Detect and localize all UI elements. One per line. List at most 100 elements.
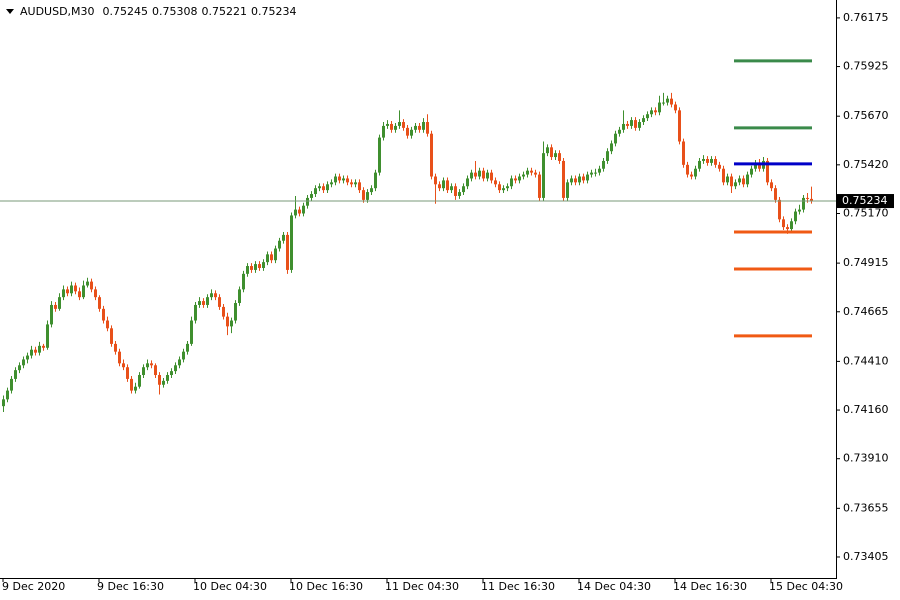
candle-body — [674, 104, 677, 111]
y-tick-label: 0.76175 — [843, 11, 889, 24]
symbol: AUDUSD,M30 — [20, 5, 95, 18]
candle-body — [102, 308, 105, 321]
candle-body — [182, 351, 185, 360]
candle-body — [542, 153, 545, 198]
candle-body — [566, 182, 569, 198]
candle-body — [750, 168, 753, 175]
header-icon[interactable] — [6, 9, 14, 14]
high: 0.75308 — [152, 5, 198, 18]
candle-body — [802, 197, 805, 210]
candle-body — [786, 227, 789, 230]
candle-body — [502, 188, 505, 191]
y-tick-label: 0.73405 — [843, 550, 889, 563]
candle-body — [334, 176, 337, 183]
candle-body — [174, 365, 177, 372]
x-tick-label: 11 Dec 04:30 — [385, 580, 459, 593]
y-tick-label: 0.75925 — [843, 60, 889, 73]
x-tick-label: 15 Dec 04:30 — [769, 580, 843, 593]
candle-body — [110, 328, 113, 344]
candle-body — [258, 264, 261, 268]
candle-body — [794, 211, 797, 222]
candle-body — [54, 304, 57, 309]
candle-body — [710, 158, 713, 163]
candle-body — [654, 110, 657, 113]
candle-body — [74, 285, 77, 292]
candle-body — [630, 120, 633, 126]
candle-body — [254, 264, 257, 270]
candle-body — [782, 219, 785, 228]
candle-body — [306, 197, 309, 206]
candle-body — [282, 234, 285, 241]
candle-body — [434, 176, 437, 185]
candle-body — [450, 186, 453, 191]
candle-body — [14, 370, 17, 379]
candle-body — [10, 378, 13, 391]
candle-body — [86, 281, 89, 286]
candle-body — [410, 129, 413, 136]
candle-body — [166, 375, 169, 381]
candle-body — [722, 168, 725, 183]
candle-body — [534, 172, 537, 175]
candle-body — [678, 110, 681, 142]
candle-body — [562, 160, 565, 198]
candles — [2, 92, 813, 412]
candle-body — [746, 174, 749, 185]
candle-body — [350, 182, 353, 185]
candle-body — [694, 168, 697, 177]
candle-body — [2, 399, 5, 407]
candle-body — [82, 285, 85, 298]
y-tick-label: 0.75670 — [843, 109, 889, 122]
candle-body — [70, 285, 73, 294]
candle-body — [774, 188, 777, 200]
y-tick-label: 0.75170 — [843, 206, 889, 219]
candle-body — [738, 178, 741, 183]
candle-body — [798, 209, 801, 212]
candle-body — [806, 197, 809, 199]
candle-body — [810, 198, 813, 202]
candle-body — [582, 176, 585, 181]
price-label: 0.75234 — [842, 194, 888, 207]
candle-body — [134, 386, 137, 391]
candle-body — [210, 293, 213, 298]
candle-body — [18, 365, 21, 371]
candle-body — [386, 123, 389, 126]
candle-body — [198, 301, 201, 305]
candle-body — [94, 289, 97, 298]
price-label-box — [836, 194, 894, 209]
candle-body — [314, 188, 317, 195]
candle-body — [330, 182, 333, 185]
candle-body — [146, 363, 149, 368]
candle-body — [698, 160, 701, 169]
candle-body — [190, 320, 193, 344]
candle-body — [430, 133, 433, 177]
candle-body — [322, 186, 325, 191]
candle-body — [90, 281, 93, 290]
candle-body — [42, 345, 45, 348]
candle-body — [38, 345, 41, 353]
y-tick-label: 0.73655 — [843, 501, 889, 514]
candle-body — [770, 182, 773, 189]
candle-body — [442, 180, 445, 189]
candle-body — [486, 172, 489, 179]
candle-body — [294, 209, 297, 216]
candle-body — [202, 301, 205, 305]
y-tick-label: 0.75420 — [843, 158, 889, 171]
candle-body — [646, 114, 649, 119]
candle-body — [514, 178, 517, 181]
candle-body — [150, 363, 153, 366]
candle-body — [618, 129, 621, 134]
x-tick-label: 10 Dec 16:30 — [289, 580, 363, 593]
candle-body — [366, 192, 369, 200]
open: 0.75245 — [103, 5, 149, 18]
candle-body — [638, 122, 641, 128]
candle-body — [262, 262, 265, 268]
candle-body — [402, 122, 405, 128]
y-tick-label: 0.74410 — [843, 354, 889, 367]
x-tick-label: 10 Dec 04:30 — [193, 580, 267, 593]
candle-body — [634, 120, 637, 128]
candle-body — [310, 194, 313, 198]
candle-body — [530, 170, 533, 173]
candle-body — [34, 349, 37, 353]
candle-body — [482, 170, 485, 179]
